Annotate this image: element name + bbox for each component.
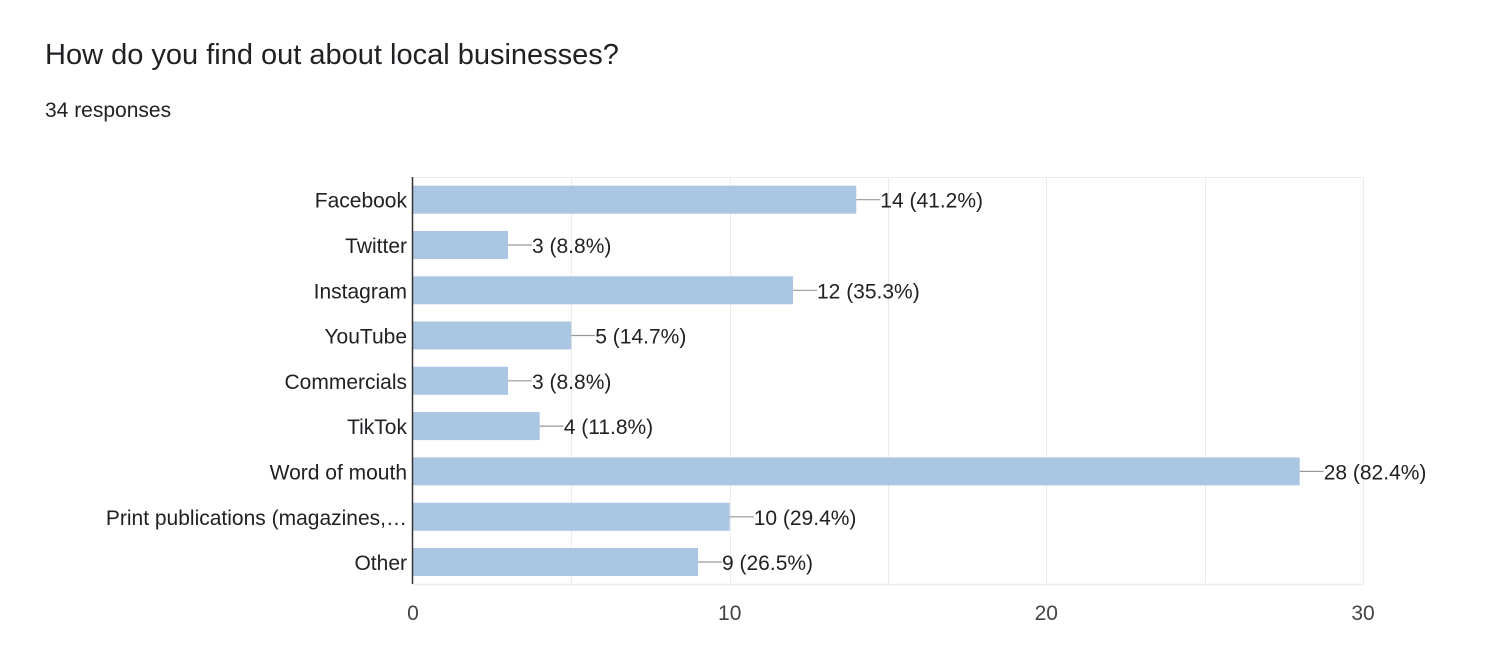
data-label: 9 (26.5%) xyxy=(722,552,813,575)
data-label: 3 (8.8%) xyxy=(532,235,611,258)
category-label: Word of mouth xyxy=(270,461,407,484)
axes xyxy=(411,177,1363,586)
response-count: 34 responses xyxy=(45,99,172,122)
data-label: 3 (8.8%) xyxy=(532,371,611,394)
labels: 14 (41.2%) Facebook 3 (8.8%) Twitter 12 (35.… xyxy=(106,190,1427,625)
bar xyxy=(413,412,540,441)
question-title: How do you find out about local business… xyxy=(45,39,619,71)
data-label: 4 (11.8%) xyxy=(564,416,654,439)
x-tick-label: 30 xyxy=(1351,602,1374,625)
x-tick-label: 20 xyxy=(1035,602,1058,625)
bar xyxy=(413,457,1300,486)
category-label: Other xyxy=(354,552,407,575)
data-label: 10 (29.4%) xyxy=(754,507,857,530)
data-label: 28 (82.4%) xyxy=(1324,461,1427,484)
x-tick-label: 10 xyxy=(718,602,741,625)
category-label: Twitter xyxy=(345,235,407,258)
data-label: 5 (14.7%) xyxy=(595,326,686,349)
category-label: YouTube xyxy=(324,326,407,349)
category-label: Print publications (magazines,… xyxy=(106,507,407,530)
bar xyxy=(413,366,508,395)
data-label: 14 (41.2%) xyxy=(880,190,983,213)
bar xyxy=(413,231,508,259)
bar xyxy=(413,276,793,305)
bars xyxy=(413,185,1324,576)
bar xyxy=(413,321,572,350)
bar xyxy=(413,548,698,576)
bar xyxy=(413,502,730,531)
category-label: Facebook xyxy=(315,190,408,213)
bar xyxy=(413,185,857,214)
category-label: TikTok xyxy=(347,416,407,439)
x-tick-label: 0 xyxy=(407,602,419,625)
data-label: 12 (35.3%) xyxy=(817,280,920,303)
category-label: Commercials xyxy=(284,371,407,394)
category-label: Instagram xyxy=(314,280,407,303)
